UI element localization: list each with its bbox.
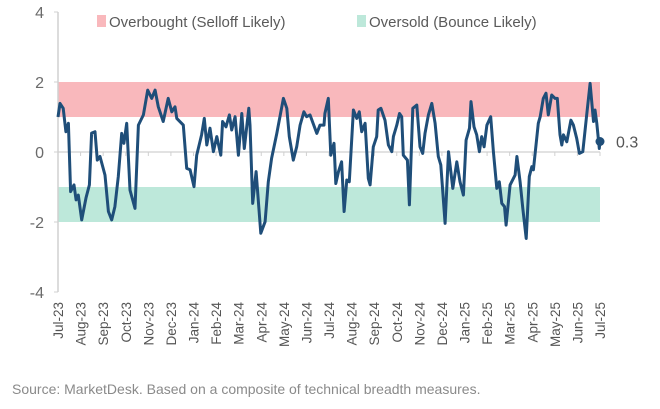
source-note: Source: MarketDesk. Based on a composite… — [12, 381, 481, 397]
x-tick-label: Jun-25 — [570, 302, 585, 343]
x-tick-label: Sep-23 — [96, 302, 111, 346]
x-tick-label: Jul-25 — [593, 302, 608, 339]
x-tick-label: Feb-25 — [480, 302, 495, 345]
x-tick-label: Sep-24 — [367, 302, 382, 346]
legend-swatch-overbought — [97, 15, 106, 27]
x-tick-label: Nov-24 — [412, 302, 427, 346]
x-tick-label: May-25 — [548, 302, 563, 347]
x-tick-label: Oct-23 — [119, 302, 134, 343]
last-value-label: 0.3 — [616, 135, 638, 152]
legend-label-oversold: Oversold (Bounce Likely) — [369, 14, 537, 31]
legend-label-overbought: Overbought (Selloff Likely) — [109, 14, 285, 31]
x-tick-label: Jul-24 — [322, 302, 337, 339]
y-tick-label: 4 — [35, 5, 44, 22]
x-tick-label: Apr-24 — [254, 302, 269, 343]
last-value-marker — [595, 137, 605, 146]
x-tick-label: Apr-25 — [525, 302, 540, 343]
x-tick-label: Aug-23 — [74, 302, 89, 346]
y-tick-label: -2 — [30, 215, 44, 232]
x-tick-label: Mar-25 — [503, 302, 518, 345]
x-tick-label: Nov-23 — [141, 302, 156, 346]
x-tick-label: Aug-24 — [345, 302, 360, 346]
x-tick-label: Dec-24 — [435, 302, 450, 346]
y-tick-label: 0 — [35, 145, 44, 162]
breadth-line — [56, 81, 602, 240]
x-tick-label: Jan-24 — [187, 302, 202, 344]
y-tick-label: 2 — [35, 75, 44, 92]
x-tick-label: Jul-23 — [51, 302, 66, 339]
x-tick-label: May-24 — [277, 302, 292, 348]
x-tick-label: Feb-24 — [209, 302, 224, 345]
x-tick-label: Jun-24 — [299, 302, 314, 344]
x-tick-label: Oct-24 — [390, 302, 405, 343]
oversold-band — [58, 187, 600, 222]
y-tick-label: -4 — [30, 285, 44, 302]
x-tick-label: Jan-25 — [458, 302, 473, 343]
x-tick-label: Dec-23 — [164, 302, 179, 346]
x-tick-label: Mar-24 — [232, 302, 247, 345]
legend-swatch-oversold — [357, 15, 366, 27]
